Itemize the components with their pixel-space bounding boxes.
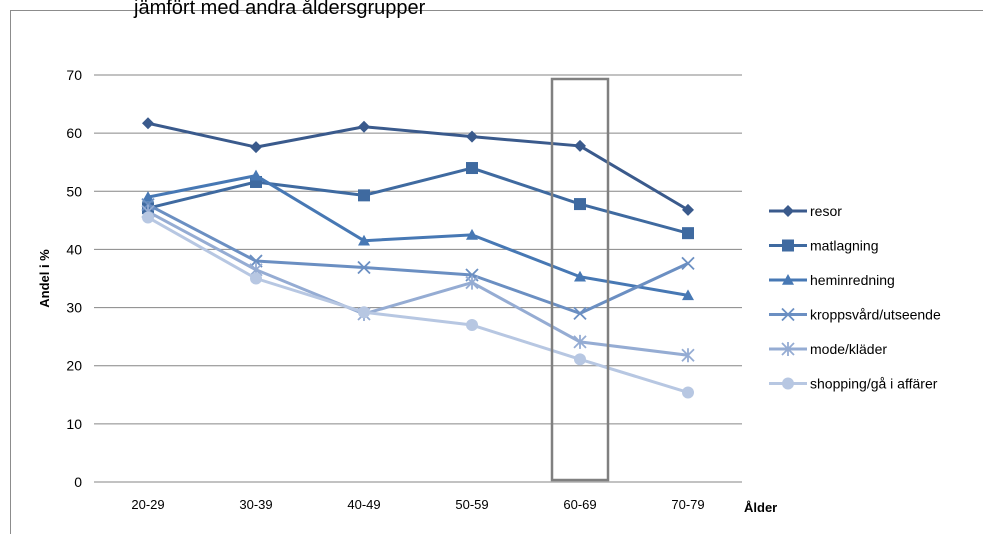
data-point — [682, 203, 694, 216]
legend-item: heminredning — [769, 272, 895, 288]
data-point — [573, 334, 587, 349]
data-point — [782, 205, 794, 217]
x-tick-label: 70-79 — [671, 497, 704, 512]
chart-frame: jämfört med andra åldersgrupper — [10, 0, 983, 534]
series-line — [147, 210, 689, 357]
x-axis-label: Ålder — [744, 500, 777, 515]
y-tick-label: 30 — [66, 300, 82, 316]
series-resor — [142, 117, 694, 216]
gridlines — [94, 74, 742, 483]
y-tick-label: 60 — [66, 125, 82, 141]
data-point — [466, 319, 478, 332]
data-point — [781, 307, 795, 322]
y-tick-label: 70 — [66, 67, 82, 83]
legend-item: kroppsvård/utseende — [769, 307, 941, 323]
data-point — [781, 342, 795, 356]
data-point — [142, 117, 154, 130]
data-point — [358, 189, 370, 202]
data-point — [782, 377, 794, 390]
legend-item: mode/kläder — [769, 341, 887, 357]
data-point — [142, 191, 154, 202]
data-point — [574, 198, 586, 211]
legend: resor matlagning heminredning kroppsvård/ut… — [769, 203, 941, 392]
legend-item: matlagning — [769, 238, 879, 254]
data-point — [782, 274, 794, 285]
legend-label: resor — [810, 203, 842, 219]
data-point — [682, 386, 694, 399]
data-point — [466, 130, 478, 143]
data-point — [682, 289, 694, 301]
x-tick-label: 20-29 — [131, 497, 164, 512]
series-shopping/gå i affärer — [142, 211, 694, 399]
legend-label: shopping/gå i affärer — [810, 376, 938, 392]
data-point — [682, 227, 694, 240]
data-point — [250, 141, 262, 154]
x-tick-label: 30-39 — [239, 497, 272, 512]
data-point — [250, 272, 262, 285]
x-tick-labels: 20-29 30-39 40-49 50-59 60-69 70-79 — [131, 497, 704, 512]
data-point — [782, 239, 794, 252]
series-line — [147, 121, 689, 212]
data-point — [466, 228, 478, 240]
y-tick-labels: 0 10 20 30 40 50 60 70 — [66, 67, 82, 490]
data-point — [573, 306, 587, 321]
legend-item: resor — [769, 203, 842, 219]
data-point — [574, 270, 586, 282]
legend-label: matlagning — [810, 238, 879, 254]
data-point — [681, 348, 695, 363]
series-heminredning — [142, 169, 694, 301]
data-point — [574, 353, 586, 366]
data-point — [681, 256, 695, 271]
data-point — [466, 162, 478, 175]
x-tick-label: 60-69 — [563, 497, 596, 512]
data-point — [574, 139, 586, 152]
y-tick-label: 40 — [66, 241, 82, 257]
y-tick-label: 50 — [66, 183, 82, 199]
series-line — [147, 203, 689, 315]
series-kroppsvård/utseende — [141, 198, 695, 321]
data-point — [465, 275, 479, 290]
data-point — [357, 260, 371, 275]
series-line — [147, 216, 689, 394]
series-line — [147, 174, 689, 297]
data-point — [142, 211, 154, 224]
data-point — [358, 306, 370, 319]
y-tick-label: 10 — [66, 416, 82, 432]
highlight-box — [550, 77, 610, 482]
series-line — [147, 166, 689, 235]
legend-label: heminredning — [810, 272, 895, 288]
y-axis-label: Andel i % — [37, 249, 52, 308]
x-tick-label: 50-59 — [455, 497, 488, 512]
data-point — [250, 169, 262, 181]
series-matlagning — [142, 162, 694, 240]
legend-label: mode/kläder — [810, 341, 887, 357]
x-tick-label: 40-49 — [347, 497, 380, 512]
series-lines — [141, 117, 695, 399]
data-point — [358, 234, 370, 246]
legend-label: kroppsvård/utseende — [810, 307, 941, 323]
chart-title: jämfört med andra åldersgrupper — [134, 0, 426, 19]
y-tick-label: 0 — [74, 474, 82, 490]
legend-item: shopping/gå i affärer — [769, 376, 938, 392]
data-point — [358, 120, 370, 133]
y-tick-label: 20 — [66, 358, 82, 374]
